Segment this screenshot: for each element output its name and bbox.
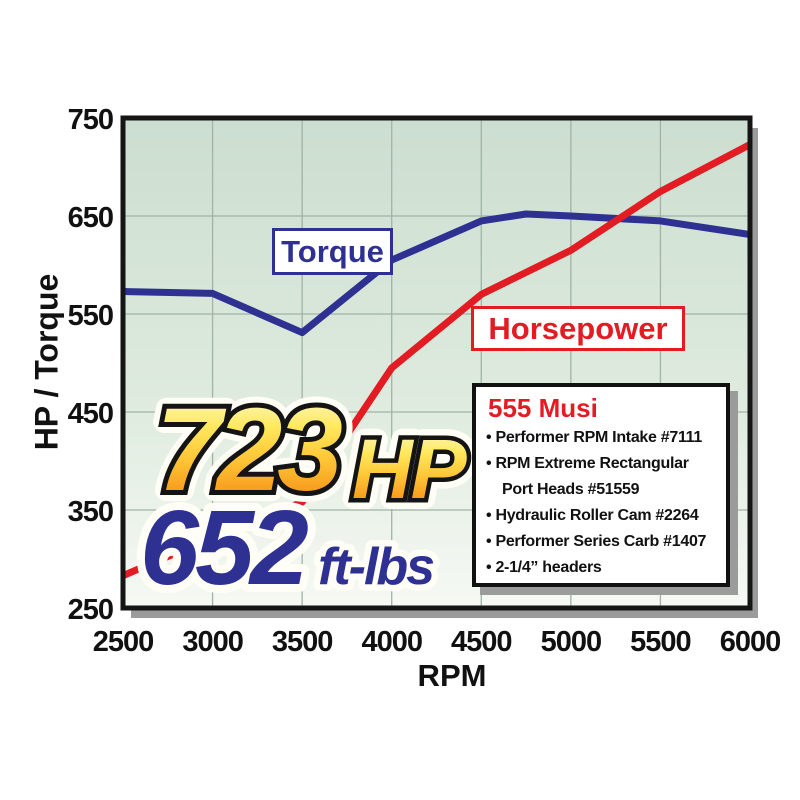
y-axis-title: HP / Torque <box>28 273 65 451</box>
x-tick-label: 2500 <box>93 626 154 658</box>
torque-peak-value-outline: 652 <box>140 489 308 607</box>
x-tick-label: 6000 <box>720 626 781 658</box>
x-tick-label: 4500 <box>451 626 512 658</box>
torque-line <box>123 210 750 337</box>
x-axis-tick-labels: 2500 3000 3500 4000 4500 5000 5500 6000 <box>93 626 782 658</box>
spec-item: RPM Extreme Rectangular Port Heads #5155… <box>486 451 718 503</box>
torque-peak-unit-outline: ft-lbs <box>318 538 434 596</box>
x-tick-label: 4000 <box>361 626 422 658</box>
hp-peak-unit-outline: HP <box>352 422 468 516</box>
series-lines <box>123 141 750 580</box>
x-axis-title: RPM <box>417 658 487 693</box>
engine-spec-box: 555 Musi Performer RPM Intake #7111RPM E… <box>472 383 730 587</box>
torque-peak-unit: ft-lbs <box>318 538 434 596</box>
spec-item: Hydraulic Roller Cam #2264 <box>486 503 718 529</box>
spec-item: Performer Series Carb #1407 <box>486 529 718 555</box>
y-axis-tick-labels: 250 350 450 550 650 750 <box>68 104 114 626</box>
plot-border <box>120 115 753 611</box>
hp-peak-unit: HP <box>352 422 468 516</box>
horsepower-line <box>123 141 750 580</box>
x-tick-label: 3000 <box>182 626 243 658</box>
y-tick-label: 750 <box>68 104 113 136</box>
spec-item: 2-1/4” headers <box>486 555 718 581</box>
y-tick-label: 450 <box>68 398 113 430</box>
hp-peak-callout: 723 HP 723 HP <box>145 373 481 527</box>
horsepower-series-label: Horsepower <box>471 306 685 351</box>
hp-peak-value-outline: 723 <box>156 384 342 516</box>
y-tick-label: 650 <box>68 202 113 234</box>
spec-box-list: Performer RPM Intake #7111RPM Extreme Re… <box>486 425 718 581</box>
torque-series-label: Torque <box>272 228 393 275</box>
spec-box-title: 555 Musi <box>488 393 598 423</box>
y-tick-label: 550 <box>68 300 113 332</box>
hp-peak-value: 723 <box>156 384 342 516</box>
y-tick-label: 250 <box>68 594 113 626</box>
torque-peak-value: 652 <box>140 489 308 607</box>
x-tick-label: 5500 <box>630 626 691 658</box>
torque-peak-callout: 652 ft-lbs 652 ft-lbs <box>132 481 443 615</box>
x-tick-label: 5000 <box>541 626 602 658</box>
y-tick-label: 350 <box>68 496 113 528</box>
spec-item: Performer RPM Intake #7111 <box>486 425 718 451</box>
x-tick-label: 3500 <box>272 626 333 658</box>
